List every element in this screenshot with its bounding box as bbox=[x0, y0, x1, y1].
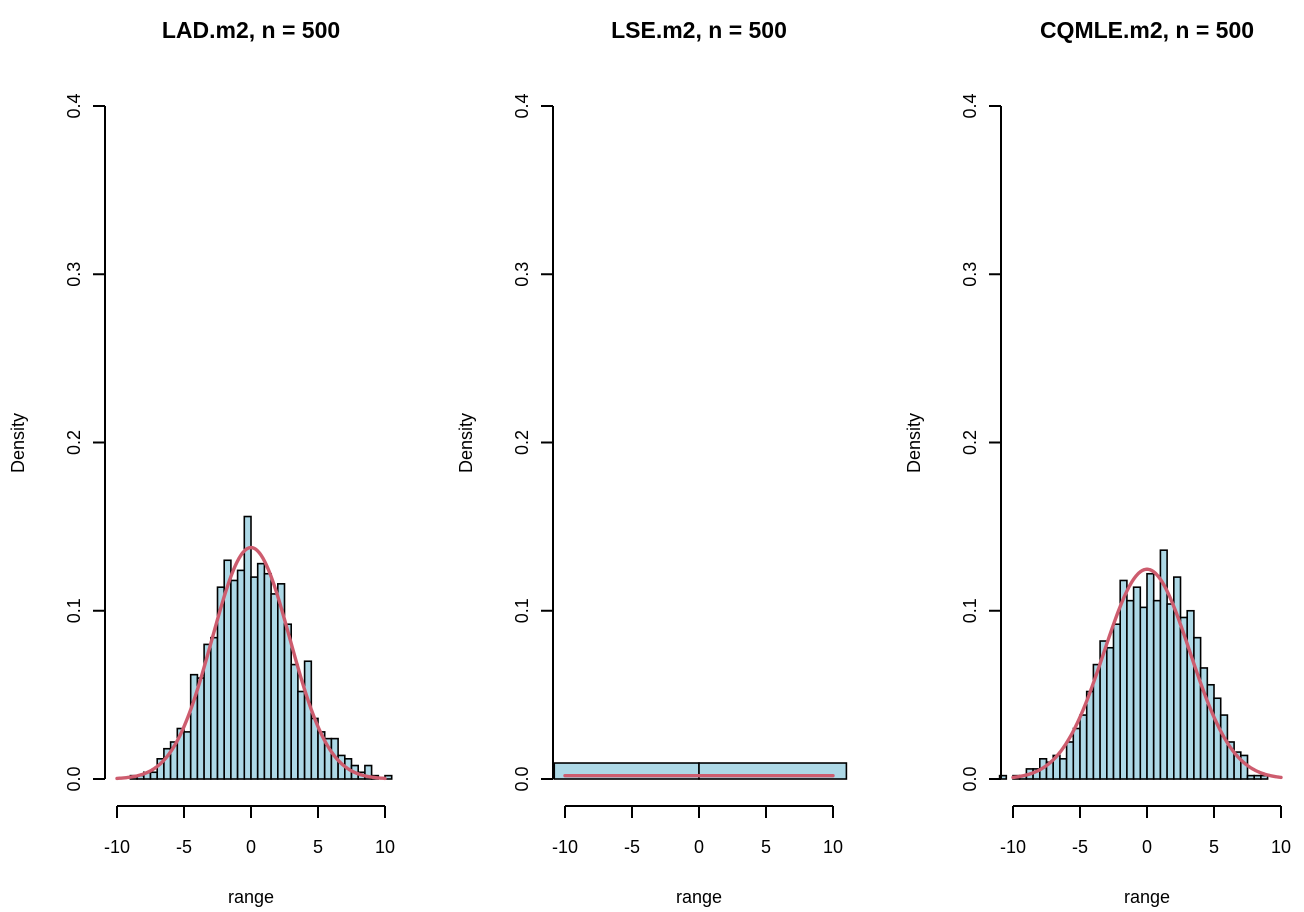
x-tick-label: -10 bbox=[552, 837, 578, 857]
x-axis-label: range bbox=[1124, 887, 1170, 907]
y-tick-label: 0.0 bbox=[64, 766, 84, 791]
histogram-bar bbox=[1146, 572, 1155, 780]
y-tick-label: 0.0 bbox=[960, 766, 980, 791]
x-axis-label: range bbox=[676, 887, 722, 907]
y-tick-label: 0.2 bbox=[960, 430, 980, 455]
x-tick-label: -10 bbox=[1000, 837, 1026, 857]
panel-lse-m2: LSE.m2, n = 500 0.0 0.1 0.2 0.3 0.4 -10 -5 0 5 1… bbox=[456, 17, 848, 907]
histogram-bar bbox=[210, 636, 219, 780]
density-curve bbox=[1011, 567, 1283, 780]
histogram-bar bbox=[1085, 690, 1095, 780]
y-axis: 0.0 0.1 0.2 0.3 0.4 bbox=[512, 93, 554, 792]
histogram-bar bbox=[1186, 609, 1195, 780]
x-tick-label: 5 bbox=[313, 837, 323, 857]
y-tick-label: 0.3 bbox=[960, 262, 980, 287]
panel-title: LSE.m2, n = 500 bbox=[611, 17, 787, 43]
x-tick-label: 10 bbox=[375, 837, 395, 857]
y-axis-label: Density bbox=[904, 413, 924, 473]
histogram-bar bbox=[1166, 603, 1175, 780]
panel-title: CQMLE.m2, n = 500 bbox=[1040, 17, 1254, 43]
histogram-bar bbox=[364, 764, 373, 780]
histogram-bar bbox=[1152, 599, 1162, 780]
y-tick-label: 0.1 bbox=[64, 598, 84, 623]
y-tick-label: 0.1 bbox=[960, 598, 980, 623]
y-tick-label: 0.2 bbox=[64, 430, 84, 455]
histogram-bar bbox=[183, 731, 192, 780]
histogram-bar bbox=[998, 774, 1008, 780]
histogram-bar bbox=[290, 663, 299, 780]
y-tick-label: 0.1 bbox=[512, 598, 532, 623]
y-tick-label: 0.0 bbox=[512, 766, 532, 791]
panel-title: LAD.m2, n = 500 bbox=[162, 17, 340, 43]
x-axis-label: range bbox=[228, 887, 274, 907]
x-axis: -10 -5 0 5 10 bbox=[104, 805, 395, 857]
histogram-bars bbox=[998, 549, 1269, 780]
y-tick-label: 0.4 bbox=[512, 93, 532, 118]
histogram-bar bbox=[1126, 599, 1135, 780]
histogram-bar bbox=[149, 771, 158, 780]
y-axis-label: Density bbox=[456, 413, 476, 473]
y-axis-label: Density bbox=[8, 413, 28, 473]
histogram-bar bbox=[1219, 714, 1229, 780]
histogram-bar bbox=[1072, 727, 1081, 780]
histogram-bar bbox=[297, 690, 306, 780]
histogram-bar bbox=[1193, 636, 1202, 780]
histogram-bar bbox=[263, 572, 272, 780]
x-tick-label: 0 bbox=[1142, 837, 1152, 857]
x-tick-label: 0 bbox=[694, 837, 704, 857]
panel-cqmle-m2: CQMLE.m2, n = 500 0.0 0.1 0.2 0.3 0.4 -10 -5 0… bbox=[904, 17, 1291, 907]
histogram-bar bbox=[303, 660, 313, 780]
x-axis: -10 -5 0 5 10 bbox=[552, 805, 843, 857]
histogram-bar bbox=[1132, 586, 1142, 780]
x-tick-label: 5 bbox=[761, 837, 771, 857]
y-axis: 0.0 0.1 0.2 0.3 0.4 bbox=[960, 93, 1002, 792]
x-tick-label: 0 bbox=[246, 837, 256, 857]
histogram-bar bbox=[243, 515, 252, 780]
histogram-bar bbox=[1213, 697, 1222, 780]
x-tick-label: 10 bbox=[823, 837, 843, 857]
histogram-bar bbox=[230, 579, 239, 780]
histogram-bar bbox=[1253, 774, 1262, 780]
histogram-bar bbox=[1246, 774, 1255, 780]
histogram-bar bbox=[1119, 579, 1128, 780]
histogram-bar bbox=[1065, 741, 1075, 780]
histogram-bar bbox=[1059, 758, 1068, 780]
x-tick-label: -5 bbox=[176, 837, 192, 857]
histogram-bar bbox=[283, 623, 292, 780]
x-tick-label: 10 bbox=[1271, 837, 1291, 857]
histogram-bar bbox=[1079, 714, 1088, 780]
histogram-bar bbox=[1139, 606, 1148, 780]
y-tick-label: 0.3 bbox=[64, 262, 84, 287]
x-tick-label: -10 bbox=[104, 837, 130, 857]
y-tick-label: 0.2 bbox=[512, 430, 532, 455]
y-tick-label: 0.3 bbox=[512, 262, 532, 287]
y-tick-label: 0.4 bbox=[960, 93, 980, 118]
x-axis: -10 -5 0 5 10 bbox=[1000, 805, 1291, 857]
density-curve bbox=[115, 545, 387, 781]
histogram-bar bbox=[236, 569, 246, 780]
histogram-bar bbox=[1106, 646, 1115, 780]
histogram-bar bbox=[1112, 623, 1121, 780]
histogram-bar bbox=[196, 677, 205, 780]
histogram-bar bbox=[256, 562, 266, 780]
histogram-bar bbox=[250, 576, 259, 780]
x-tick-label: -5 bbox=[624, 837, 640, 857]
y-tick-label: 0.4 bbox=[64, 93, 84, 118]
x-tick-label: 5 bbox=[1209, 837, 1219, 857]
x-tick-label: -5 bbox=[1072, 837, 1088, 857]
y-axis: 0.0 0.1 0.2 0.3 0.4 bbox=[64, 93, 106, 792]
histogram-bar bbox=[270, 593, 279, 780]
panel-lad-m2: LAD.m2, n = 500 0.0 0.1 0.2 0.3 0.4 -10 -5 0 5 1… bbox=[8, 17, 395, 907]
histogram-bars bbox=[129, 515, 393, 780]
